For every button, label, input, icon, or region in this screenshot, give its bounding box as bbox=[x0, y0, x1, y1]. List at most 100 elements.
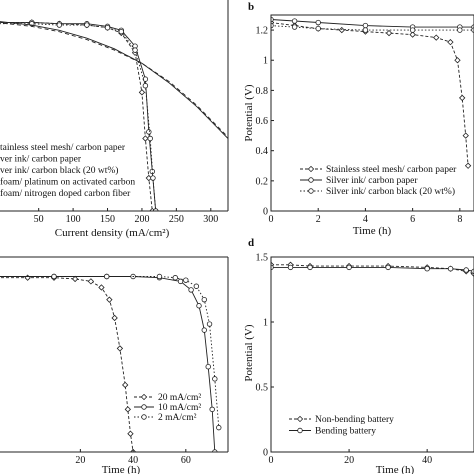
panel-d-legend-entry: Non-bending battery bbox=[289, 415, 394, 425]
legend-label: foam/ platinum on activated carbon bbox=[0, 177, 135, 188]
data-point bbox=[98, 284, 105, 291]
x-tick-label: 150 bbox=[100, 214, 115, 225]
data-point bbox=[156, 273, 163, 280]
legend-label: Silver ink/ carbon paper bbox=[326, 176, 418, 186]
data-point bbox=[84, 22, 90, 28]
panel-b-series-1 bbox=[271, 19, 472, 169]
panel-d-series-1 bbox=[271, 261, 474, 278]
x-tick-label: 50 bbox=[34, 214, 44, 225]
data-point bbox=[409, 31, 416, 38]
data-point bbox=[118, 28, 124, 35]
data-point bbox=[111, 314, 118, 322]
data-point bbox=[315, 25, 321, 32]
panel-b-label: b bbox=[248, 1, 254, 13]
y-tick-label: 0.5 bbox=[256, 383, 269, 394]
data-point bbox=[424, 266, 430, 272]
data-point bbox=[71, 275, 79, 283]
data-point bbox=[212, 376, 218, 382]
data-point bbox=[433, 34, 440, 41]
data-point bbox=[183, 277, 189, 283]
x-tick-label: 0 bbox=[269, 214, 274, 225]
data-point bbox=[463, 267, 469, 273]
panel-d-frame bbox=[270, 256, 474, 453]
panel-a-x-axis-label: Current density (mA/cm²) bbox=[55, 227, 170, 239]
panel-b-series-3 bbox=[271, 22, 474, 33]
data-point bbox=[122, 381, 129, 389]
data-point bbox=[206, 321, 213, 327]
x-tick-label: 20 bbox=[75, 455, 85, 466]
legend-marker bbox=[308, 177, 314, 183]
data-point bbox=[338, 26, 345, 34]
panel-a-legend-entry: ver ink/ carbon paper bbox=[0, 155, 82, 165]
data-point bbox=[385, 264, 391, 271]
series-line bbox=[271, 19, 474, 28]
data-point bbox=[146, 129, 152, 135]
x-tick-label: 0 bbox=[269, 455, 274, 466]
legend-label: foam/ nitrogen doped carbon fiber bbox=[0, 188, 131, 199]
legend-label: 10 mA/cm² bbox=[158, 403, 201, 413]
data-point bbox=[447, 266, 454, 272]
data-point bbox=[315, 19, 321, 26]
y-tick-label: 1 bbox=[263, 56, 268, 67]
panel-d-series-2 bbox=[271, 264, 474, 274]
panel-c-legend-entry: 2 mA/cm² bbox=[134, 413, 197, 423]
data-point bbox=[291, 24, 298, 30]
panel-b-x-axis-label: Time (h) bbox=[353, 225, 392, 237]
data-point bbox=[104, 24, 111, 31]
data-point bbox=[51, 273, 57, 280]
data-point bbox=[147, 135, 153, 142]
series-line bbox=[271, 22, 469, 166]
legend-label: Silver ink/ carbon black (20 wt%) bbox=[326, 186, 455, 197]
y-tick-label: 1 bbox=[263, 318, 268, 329]
data-point bbox=[362, 22, 369, 29]
legend-label: Non-bending battery bbox=[315, 415, 394, 425]
x-tick-label: 2 bbox=[316, 214, 321, 225]
panel-b-legend-entry: Stainless steel mesh/ carbon paper bbox=[300, 165, 457, 175]
panel-a-legend-entry: foam/ nitrogen doped carbon fiber bbox=[0, 188, 131, 199]
panel-d-y-axis-label: Potential (V) bbox=[243, 324, 255, 381]
y-tick-label: 0.2 bbox=[256, 176, 269, 187]
legend-marker bbox=[296, 415, 304, 423]
data-point bbox=[56, 22, 63, 28]
legend-label: tainless steel mesh/ carbon paper bbox=[0, 143, 126, 153]
data-point bbox=[471, 268, 474, 274]
legend-label: ver ink/ carbon paper bbox=[0, 155, 82, 165]
panel-d: d 0 20 40 00.511.5 Time (h) Potential (V) … bbox=[243, 237, 474, 474]
x-tick-label: 200 bbox=[134, 214, 149, 225]
data-point bbox=[104, 273, 110, 280]
y-tick-label: 1.2 bbox=[256, 26, 269, 37]
data-point bbox=[462, 132, 469, 139]
y-tick-label: 0 bbox=[263, 207, 268, 218]
panel-b-legend-entry: Silver ink/ carbon black (20 wt%) bbox=[300, 186, 455, 197]
legend-marker bbox=[140, 393, 148, 401]
data-point bbox=[459, 94, 466, 102]
data-point bbox=[216, 424, 222, 431]
x-tick-label: 40 bbox=[128, 455, 138, 466]
x-tick-label: 300 bbox=[203, 214, 218, 225]
panel-b-legend-entry: Silver ink/ carbon paper bbox=[300, 176, 418, 186]
y-tick-label: 0.6 bbox=[256, 116, 269, 127]
panel-a-series-3 bbox=[0, 21, 159, 211]
series-line bbox=[0, 21, 228, 139]
data-point bbox=[87, 278, 95, 285]
legend-marker bbox=[307, 165, 315, 173]
series-line bbox=[0, 277, 134, 452]
legend-marker bbox=[308, 188, 314, 194]
panel-a-series-5 bbox=[0, 21, 228, 139]
panel-c-x-axis-label: Time (h) bbox=[102, 464, 141, 474]
data-point bbox=[172, 275, 178, 281]
series-line bbox=[0, 276, 216, 452]
data-point bbox=[385, 29, 393, 37]
data-point bbox=[127, 430, 134, 437]
panel-a-legend-entry: tainless steel mesh/ carbon paper bbox=[0, 143, 126, 153]
panel-c-series-3 bbox=[0, 273, 222, 431]
panel-c-legend-entry: 20 mA/cm² bbox=[134, 393, 201, 403]
data-point bbox=[205, 363, 211, 370]
data-point bbox=[471, 27, 474, 33]
legend-label: Bending battery bbox=[315, 427, 376, 437]
data-point bbox=[177, 278, 184, 285]
data-point bbox=[196, 303, 202, 309]
series-line bbox=[271, 264, 474, 275]
data-point bbox=[307, 264, 313, 271]
